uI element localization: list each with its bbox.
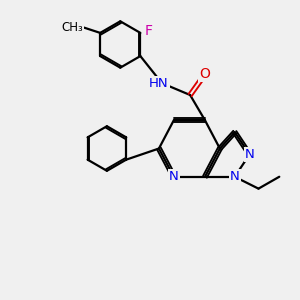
Text: O: O <box>200 67 210 81</box>
Text: HN: HN <box>149 76 169 90</box>
Text: N: N <box>245 148 254 161</box>
Text: F: F <box>145 24 153 38</box>
Text: N: N <box>230 170 240 183</box>
Text: CH₃: CH₃ <box>62 21 83 34</box>
Text: N: N <box>169 170 179 183</box>
